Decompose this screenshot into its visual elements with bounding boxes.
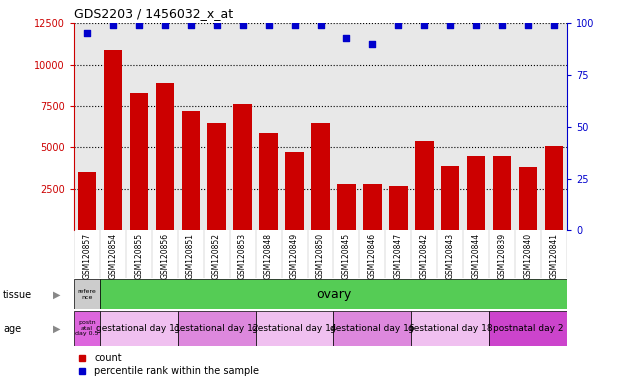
Text: GSM120853: GSM120853 bbox=[238, 233, 247, 279]
Bar bbox=[74, 311, 100, 346]
Text: age: age bbox=[3, 324, 21, 334]
Point bbox=[549, 22, 560, 28]
Point bbox=[133, 22, 144, 28]
Bar bbox=[363, 184, 381, 230]
Bar bbox=[519, 167, 537, 230]
Text: ▶: ▶ bbox=[53, 324, 60, 334]
Text: GSM120847: GSM120847 bbox=[394, 233, 403, 279]
Bar bbox=[489, 311, 567, 346]
Text: GDS2203 / 1456032_x_at: GDS2203 / 1456032_x_at bbox=[74, 7, 233, 20]
Bar bbox=[256, 311, 333, 346]
Point bbox=[497, 22, 508, 28]
Text: GSM120839: GSM120839 bbox=[498, 233, 507, 279]
Text: GSM120852: GSM120852 bbox=[212, 233, 221, 279]
Text: gestational day 11: gestational day 11 bbox=[96, 324, 181, 333]
Text: GSM120846: GSM120846 bbox=[368, 233, 377, 279]
Text: GSM120851: GSM120851 bbox=[186, 233, 195, 279]
Bar bbox=[78, 172, 96, 230]
Point bbox=[445, 22, 456, 28]
Point bbox=[342, 35, 352, 41]
Text: refere
nce: refere nce bbox=[78, 289, 96, 300]
Text: gestational day 16: gestational day 16 bbox=[330, 324, 415, 333]
Text: gestational day 14: gestational day 14 bbox=[253, 324, 337, 333]
Bar bbox=[389, 185, 408, 230]
Text: postnatal day 2: postnatal day 2 bbox=[493, 324, 563, 333]
Point bbox=[81, 30, 92, 36]
Bar bbox=[467, 156, 485, 230]
Bar bbox=[260, 132, 278, 230]
Text: GSM120856: GSM120856 bbox=[160, 233, 169, 279]
Text: GSM120850: GSM120850 bbox=[316, 233, 325, 279]
Point bbox=[237, 22, 247, 28]
Bar bbox=[285, 152, 304, 230]
Text: GSM120845: GSM120845 bbox=[342, 233, 351, 279]
Text: gestational day 18: gestational day 18 bbox=[408, 324, 493, 333]
Text: GSM120854: GSM120854 bbox=[108, 233, 117, 279]
Point bbox=[523, 22, 533, 28]
Point bbox=[185, 22, 196, 28]
Text: GSM120855: GSM120855 bbox=[134, 233, 143, 279]
Bar bbox=[104, 50, 122, 230]
Text: GSM120849: GSM120849 bbox=[290, 233, 299, 279]
Text: GSM120844: GSM120844 bbox=[472, 233, 481, 279]
Bar bbox=[312, 122, 329, 230]
Bar bbox=[208, 122, 226, 230]
Bar bbox=[337, 184, 356, 230]
Point bbox=[419, 22, 429, 28]
Text: ovary: ovary bbox=[316, 288, 351, 301]
Bar bbox=[545, 146, 563, 230]
Text: postn
atal
day 0.5: postn atal day 0.5 bbox=[75, 320, 98, 336]
Bar bbox=[178, 311, 256, 346]
Bar bbox=[100, 311, 178, 346]
Text: GSM120848: GSM120848 bbox=[264, 233, 273, 279]
Bar bbox=[129, 93, 147, 230]
Point bbox=[212, 22, 222, 28]
Text: GSM120857: GSM120857 bbox=[82, 233, 91, 279]
Point bbox=[315, 22, 326, 28]
Point bbox=[160, 22, 170, 28]
Text: GSM120841: GSM120841 bbox=[550, 233, 559, 279]
Legend: count, percentile rank within the sample: count, percentile rank within the sample bbox=[79, 353, 259, 376]
Bar bbox=[181, 111, 200, 230]
Bar bbox=[415, 141, 433, 230]
Point bbox=[471, 22, 481, 28]
Text: GSM120843: GSM120843 bbox=[446, 233, 455, 279]
Bar bbox=[74, 279, 100, 309]
Text: GSM120842: GSM120842 bbox=[420, 233, 429, 279]
Text: ▶: ▶ bbox=[53, 290, 60, 300]
Bar bbox=[156, 83, 174, 230]
Point bbox=[367, 41, 378, 47]
Bar bbox=[233, 104, 252, 230]
Point bbox=[394, 22, 404, 28]
Point bbox=[263, 22, 274, 28]
Point bbox=[108, 22, 118, 28]
Bar bbox=[494, 156, 512, 230]
Text: gestational day 12: gestational day 12 bbox=[174, 324, 259, 333]
Text: tissue: tissue bbox=[3, 290, 32, 300]
Bar bbox=[333, 311, 412, 346]
Point bbox=[289, 22, 299, 28]
Bar bbox=[441, 166, 460, 230]
Bar bbox=[412, 311, 489, 346]
Text: GSM120840: GSM120840 bbox=[524, 233, 533, 279]
